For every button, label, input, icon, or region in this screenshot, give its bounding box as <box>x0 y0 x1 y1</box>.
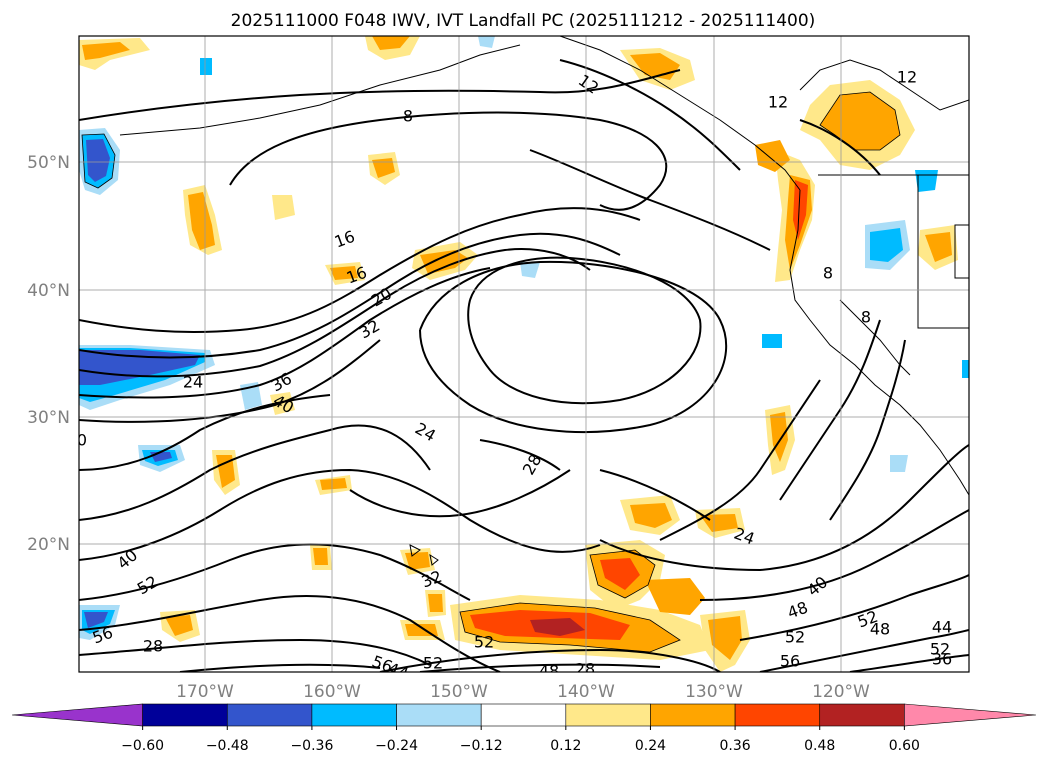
iwv-contours <box>79 59 969 672</box>
map-title: 2025111000 F048 IWV, IVT Landfall PC (20… <box>231 11 816 31</box>
colorbar-swatch <box>565 703 651 727</box>
lon-label-170w: 170°W <box>176 682 234 702</box>
lat-label-40n: 40°N <box>27 281 70 301</box>
colorbar-swatch <box>904 703 1037 727</box>
contour-label: 12 <box>897 68 917 87</box>
colorbar-swatch <box>480 703 567 727</box>
colorbar-swatch <box>226 703 313 727</box>
colorbar-tick-label: 0.36 <box>720 738 751 754</box>
contour-label: 56 <box>780 652 800 671</box>
latitude-labels: 50°N 40°N 30°N 20°N <box>27 153 70 555</box>
colorbar-swatch <box>142 703 228 727</box>
contour-label: 12 <box>768 93 788 112</box>
contour-label: 52 <box>423 654 443 673</box>
graticule <box>79 36 969 672</box>
contour-label: 8 <box>403 107 413 126</box>
negative-anomaly-shading <box>79 36 969 640</box>
colorbar-swatch <box>819 703 905 727</box>
colorbar-tick-label: −0.60 <box>121 738 164 754</box>
colorbar-tick-label: −0.12 <box>460 738 503 754</box>
lon-label-130w: 130°W <box>685 682 743 702</box>
contour-label: 56 <box>370 652 396 677</box>
contour-label: 52 <box>474 633 494 652</box>
lat-label-20n: 20°N <box>27 535 70 555</box>
colorbar-swatch <box>11 703 143 727</box>
lon-label-140w: 140°W <box>557 682 615 702</box>
lon-label-150w: 150°W <box>430 682 488 702</box>
colorbar-tick-label: 0.24 <box>635 738 666 754</box>
colorbar: −0.60 −0.48 −0.36 −0.24 −0.12 0.12 0.24 0.36 0.4… <box>11 703 1037 754</box>
contour-label: 48 <box>539 662 559 681</box>
colorbar-tick-label: −0.24 <box>375 738 418 754</box>
colorbar-tick-label: 0.12 <box>550 738 581 754</box>
contour-label: 44 <box>932 618 952 637</box>
colorbar-tick-label: 0.48 <box>804 738 835 754</box>
contour-label: 8 <box>861 308 871 327</box>
colorbar-tick-label: −0.48 <box>206 738 249 754</box>
contour-label: 36 <box>932 650 952 669</box>
contour-label: 0 <box>77 431 87 450</box>
lat-label-30n: 30°N <box>27 408 70 428</box>
map-frame <box>78 35 970 673</box>
contour-label: 52 <box>930 640 950 659</box>
contour-label: 28 <box>143 637 163 656</box>
contour-label: 52 <box>785 628 805 647</box>
ivt-contours <box>81 91 901 653</box>
contour-label: 48 <box>870 620 890 639</box>
colorbar-swatch <box>734 703 821 727</box>
longitude-labels: 170°W 160°W 150°W 140°W 130°W 120°W <box>176 682 870 702</box>
colorbar-swatch <box>650 703 736 727</box>
lon-label-120w: 120°W <box>812 682 870 702</box>
lon-label-160w: 160°W <box>303 682 361 702</box>
contour-label: 24 <box>183 373 203 392</box>
colorbar-swatch <box>311 703 397 727</box>
colorbar-swatch <box>396 703 482 727</box>
contour-label: 8 <box>823 264 833 283</box>
colorbar-tick-label: −0.36 <box>290 738 333 754</box>
colorbar-tick-label: 0.60 <box>889 738 920 754</box>
contour-label: 28 <box>575 660 595 679</box>
coastlines <box>119 36 969 566</box>
lat-label-50n: 50°N <box>27 153 70 173</box>
